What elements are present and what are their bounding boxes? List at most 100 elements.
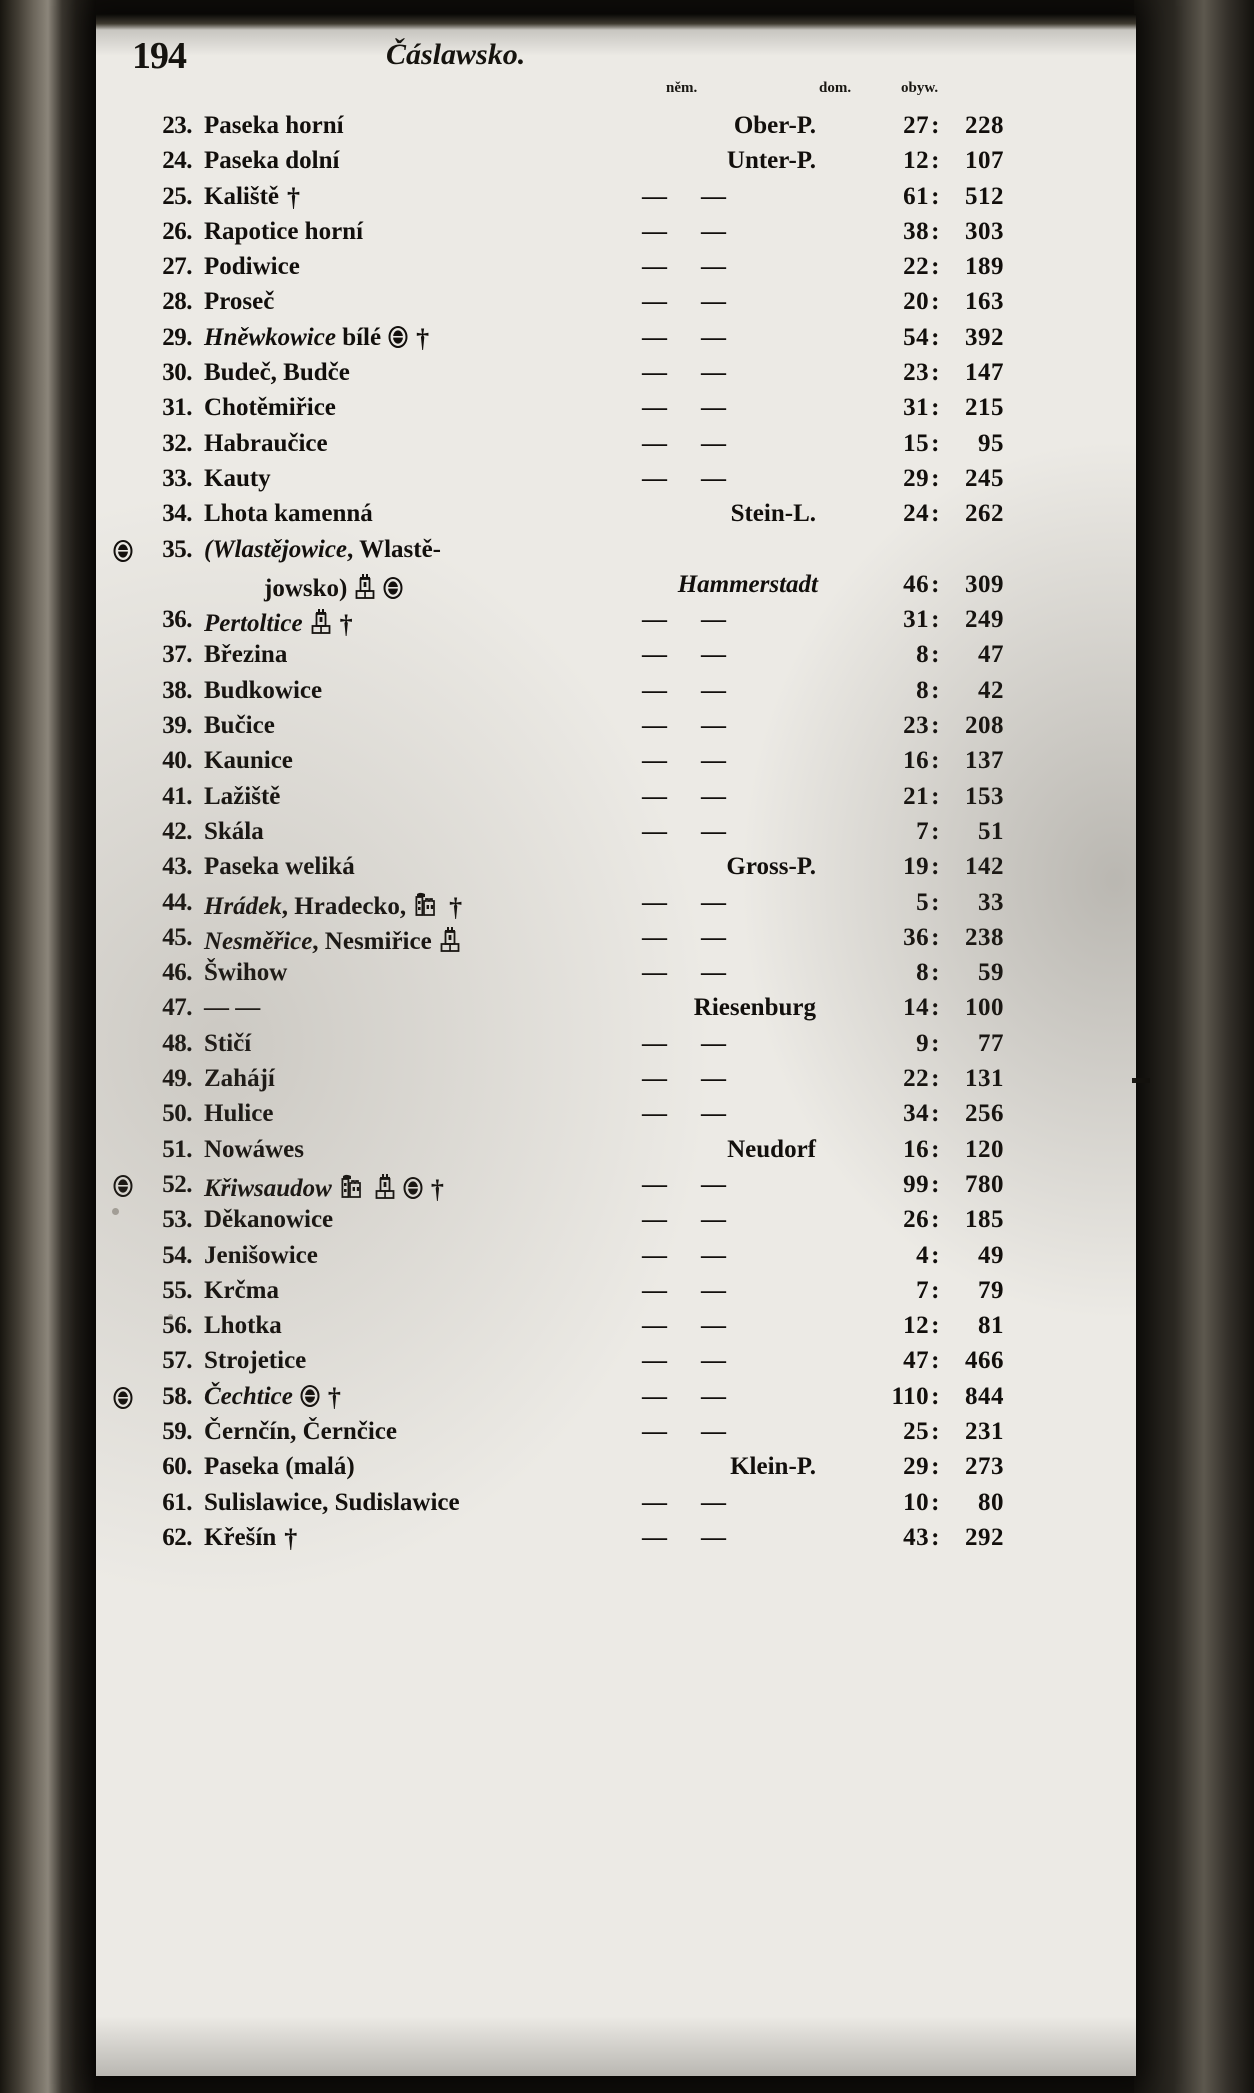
tower-icon xyxy=(354,571,376,599)
houses-count: 43 xyxy=(903,1523,930,1551)
german-name-empty: —— xyxy=(642,817,760,845)
inhabitants-count: 51 xyxy=(978,817,1004,845)
inhabitants-count: 100 xyxy=(965,994,1004,1022)
row-statistics: 22: 131 xyxy=(814,1065,1004,1093)
german-name-empty: —— xyxy=(642,1312,760,1340)
row-number: 24. xyxy=(162,147,192,175)
houses-count: 20 xyxy=(903,288,930,316)
stat-separator: : xyxy=(931,1241,940,1269)
settlement-name: Křešín † xyxy=(204,1523,298,1553)
inhabitants-count: 79 xyxy=(978,1276,1004,1304)
houses-count: 7 xyxy=(916,817,930,845)
german-name-empty: —— xyxy=(642,1276,760,1304)
row-number: 38. xyxy=(162,676,192,704)
row-statistics: 24: 262 xyxy=(814,500,1004,528)
inhabitants-count: 309 xyxy=(965,570,1004,598)
table-row: 50. Hulice —— 34: 256 xyxy=(96,1098,1136,1133)
row-number: 29. xyxy=(162,323,192,351)
settlement-name: Chotěmiřice xyxy=(204,394,336,422)
german-name: Ober-P. xyxy=(733,112,816,139)
row-statistics: 23: 208 xyxy=(814,712,1004,740)
running-title: Čáslawsko. xyxy=(386,38,526,71)
circled-dot-icon xyxy=(403,1176,423,1199)
scan-speck xyxy=(112,1208,119,1215)
row-number: 30. xyxy=(162,359,192,387)
table-row: 38. Budkowice —— 8: 42 xyxy=(96,675,1136,710)
row-number: 60. xyxy=(162,1453,192,1481)
row-statistics: 10: 80 xyxy=(814,1489,1004,1517)
table-row: 56. Lhotka —— 12: 81 xyxy=(96,1310,1136,1345)
settlement-name: Čechtice † xyxy=(204,1382,341,1412)
row-statistics: 23: 147 xyxy=(814,359,1004,387)
german-name-empty: —— xyxy=(642,253,760,281)
row-statistics: 5: 33 xyxy=(814,889,1004,917)
table-row: 54. Jenišowice —— 4: 49 xyxy=(96,1240,1136,1275)
german-name: Stein-L. xyxy=(730,500,816,528)
row-marker-icon xyxy=(106,1386,133,1409)
settlement-name: Budkowice xyxy=(204,676,323,704)
settlement-name: jowsko) xyxy=(264,571,403,603)
settlement-name: Strojetice xyxy=(204,1347,307,1375)
row-number: 55. xyxy=(162,1276,192,1304)
houses-count: 4 xyxy=(916,1241,930,1269)
german-name: Neudorf xyxy=(727,1135,816,1163)
german-name-empty: —— xyxy=(642,676,760,704)
table-row: 31. Chotěmiřice —— 31: 215 xyxy=(96,392,1136,427)
page-number: 194 xyxy=(132,35,187,77)
stat-separator: : xyxy=(931,1206,940,1234)
row-marker-icon xyxy=(106,1174,133,1197)
german-name-empty: —— xyxy=(642,712,760,740)
dagger-icon: † xyxy=(327,1382,341,1412)
table-row: 59. Černčín, Černčice —— 25: 231 xyxy=(96,1416,1136,1451)
stat-separator: : xyxy=(931,1453,940,1481)
stat-separator: : xyxy=(931,1100,940,1128)
row-number: 56. xyxy=(162,1312,192,1340)
stat-separator: : xyxy=(931,959,940,987)
inhabitants-count: 120 xyxy=(965,1135,1004,1163)
inhabitants-count: 780 xyxy=(965,1170,1004,1198)
row-number: 42. xyxy=(162,817,192,845)
houses-count: 16 xyxy=(903,747,930,775)
stat-separator: : xyxy=(931,712,940,740)
table-row: 49. Zahájí —— 22: 131 xyxy=(96,1063,1136,1098)
german-name-empty: —— xyxy=(642,923,760,951)
row-statistics: 20: 163 xyxy=(814,288,1004,316)
row-statistics: 26: 185 xyxy=(814,1206,1004,1234)
column-header-inhabitants: obyw. xyxy=(901,80,939,96)
houses-count: 10 xyxy=(903,1488,930,1516)
scan-top-edge xyxy=(96,14,1136,30)
row-number: 35. xyxy=(162,535,192,563)
houses-count: 14 xyxy=(903,994,930,1022)
settlement-name: Šwihow xyxy=(204,959,288,987)
table-row: 35. (Wlastějowice, Wlastě- xyxy=(96,534,1136,569)
table-row: 41. Lažiště —— 21: 153 xyxy=(96,781,1136,816)
table-row: 34. Lhota kamenná Stein-L. 24: 262 xyxy=(96,498,1136,533)
inhabitants-count: 142 xyxy=(965,853,1004,881)
row-number: 53. xyxy=(162,1206,192,1234)
inhabitants-count: 249 xyxy=(965,606,1004,634)
settlement-name: Podiwice xyxy=(204,253,300,281)
stat-separator: : xyxy=(931,1417,940,1445)
stat-separator: : xyxy=(931,253,940,281)
row-statistics: 4: 49 xyxy=(814,1242,1004,1270)
settlement-name: Rapotice horní xyxy=(204,217,364,245)
stat-separator: : xyxy=(931,217,940,245)
inhabitants-count: 245 xyxy=(965,464,1004,492)
circled-dot-icon xyxy=(383,576,403,599)
stat-separator: : xyxy=(931,747,940,775)
houses-count: 22 xyxy=(903,1065,930,1093)
inhabitants-count: 256 xyxy=(965,1100,1004,1128)
row-number: 61. xyxy=(162,1488,192,1516)
row-number: 48. xyxy=(162,1029,192,1057)
inhabitants-count: 80 xyxy=(978,1488,1004,1516)
stat-separator: : xyxy=(931,182,940,210)
row-statistics: 15: 95 xyxy=(814,430,1004,458)
stat-separator: : xyxy=(931,817,940,845)
row-number: 32. xyxy=(162,429,192,457)
stat-separator: : xyxy=(931,500,940,528)
row-statistics: 31: 215 xyxy=(814,394,1004,422)
settlement-name: Kaunice xyxy=(204,747,293,775)
german-name-empty: —— xyxy=(642,1523,760,1551)
table-row: 45. Nesměřice, Nesmiřice —— 36: 238 xyxy=(96,922,1136,957)
